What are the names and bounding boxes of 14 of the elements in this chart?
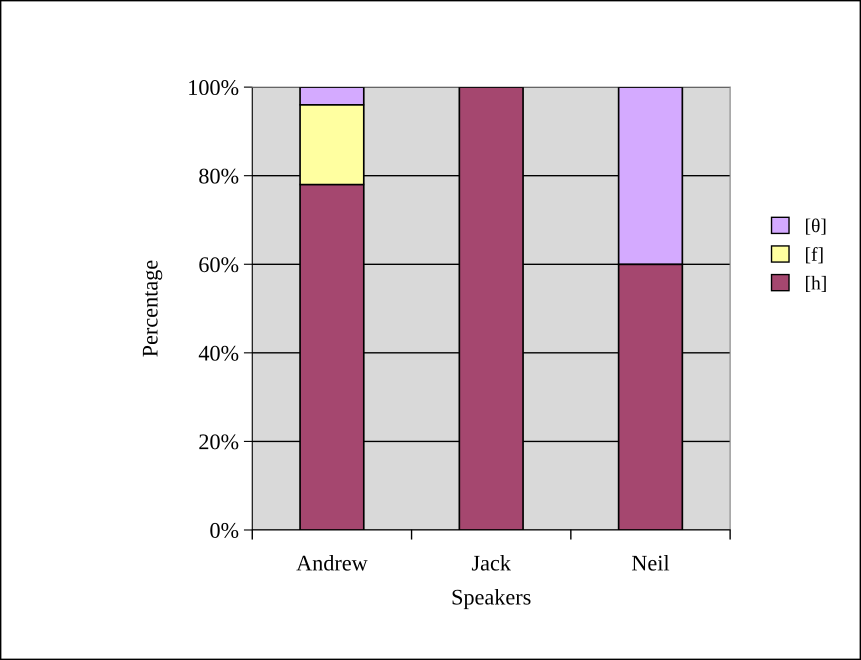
y-tick-label: 40% [198,346,238,361]
x-axis-title: Speakers [452,589,531,610]
y-tick-label: 60% [199,257,238,272]
y-tick-label: 100% [189,80,238,96]
y-tick-label: 80% [199,168,238,184]
x-tick-label: Neil [632,554,670,571]
y-tick-label: 0% [210,522,238,538]
x-tick-label: Andrew [296,554,368,571]
y-tick-label: 20% [199,434,238,450]
y-axis-title: Percentage [142,260,162,357]
legend-label: [f] [806,247,823,264]
x-tick-label: Jack [472,554,511,571]
legend-label: [h] [806,276,826,292]
legend-label: [θ] [806,218,826,235]
